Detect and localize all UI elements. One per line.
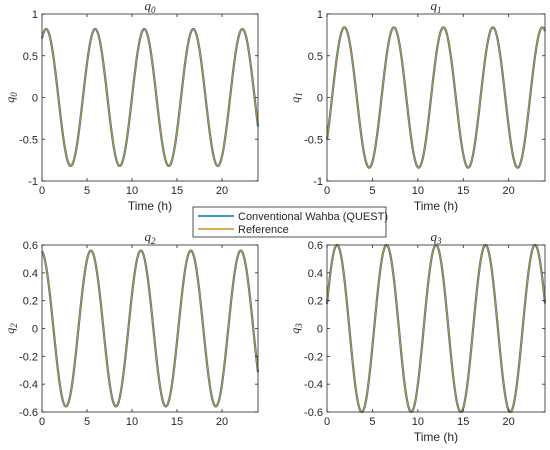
x-tick-label: 15 bbox=[457, 185, 469, 197]
y-tick-label: -0.2 bbox=[304, 351, 323, 363]
y-tick-label: -0.5 bbox=[304, 134, 323, 146]
plot-area bbox=[327, 245, 545, 412]
subplot-title: q3 bbox=[431, 229, 443, 246]
y-axis-label: q2 bbox=[3, 323, 19, 334]
subplot-title: q1 bbox=[431, 0, 442, 15]
legend-box bbox=[192, 206, 387, 238]
y-tick-label: 0 bbox=[32, 93, 38, 105]
x-axis-label: Time (h) bbox=[128, 199, 172, 213]
y-tick-label: 0.4 bbox=[308, 268, 323, 280]
y-tick-label: 0.6 bbox=[23, 240, 38, 252]
series-line-reference bbox=[41, 28, 259, 167]
y-tick-label: 0.2 bbox=[23, 296, 38, 308]
x-tick-label: 15 bbox=[171, 416, 183, 428]
y-tick-label: -0.4 bbox=[304, 379, 323, 391]
subplot-q2: 0 5 10 15 20 -0.6 -0.4 -0.2 0 0.2 0.4 0.6 q2 q2 bbox=[3, 229, 260, 428]
x-tick-label: 10 bbox=[412, 185, 424, 197]
x-tick-label: 5 bbox=[84, 185, 90, 197]
x-tick-label: 10 bbox=[126, 185, 138, 197]
subplot-q1: 0 5 10 15 20 -1 -0.5 0 0.5 1 q1 q1 Time (h) bbox=[288, 0, 547, 213]
x-tick-label: 5 bbox=[369, 416, 375, 428]
subplot-title: q2 bbox=[145, 229, 157, 246]
plot-area bbox=[42, 245, 258, 412]
x-tick-label: 15 bbox=[171, 185, 183, 197]
series-line-reference bbox=[326, 26, 546, 169]
x-tick-label: 0 bbox=[39, 185, 45, 197]
y-tick-label: 0.4 bbox=[23, 268, 38, 280]
series-line-reference bbox=[41, 249, 259, 408]
x-tick-label: 5 bbox=[84, 416, 90, 428]
x-tick-label: 5 bbox=[369, 185, 375, 197]
y-tick-label: 0.5 bbox=[23, 51, 38, 63]
x-tick-label: 20 bbox=[216, 416, 228, 428]
y-tick-label: -0.6 bbox=[19, 407, 38, 419]
x-tick-label: 0 bbox=[324, 416, 330, 428]
x-tick-label: 10 bbox=[126, 416, 138, 428]
y-axis-label: q0 bbox=[3, 92, 19, 103]
y-tick-label: 0.2 bbox=[308, 296, 323, 308]
x-tick-label: 20 bbox=[503, 416, 515, 428]
y-tick-label: -0.4 bbox=[19, 379, 38, 391]
y-tick-label: 0.5 bbox=[308, 51, 323, 63]
x-tick-label: 20 bbox=[216, 185, 228, 197]
y-tick-label: 0.6 bbox=[308, 240, 323, 252]
y-tick-label: -1 bbox=[28, 176, 38, 188]
y-axis-label: q1 bbox=[288, 92, 304, 103]
y-tick-label: 0 bbox=[317, 93, 323, 105]
subplot-q3: 0 5 10 15 20 -0.6 -0.4 -0.2 0 0.2 0.4 0.6 q3 q3 Time (… bbox=[288, 229, 547, 444]
x-tick-label: 15 bbox=[457, 416, 469, 428]
subplot-q0: 0 5 10 15 20 -1 -0.5 0 0.5 1 q0 q0 Time (h) bbox=[3, 0, 260, 213]
y-tick-label: 0 bbox=[317, 324, 323, 336]
legend: Conventional Wahba (QUEST)Reference bbox=[192, 206, 388, 238]
x-tick-label: 20 bbox=[503, 185, 515, 197]
y-tick-label: -0.2 bbox=[19, 351, 38, 363]
x-tick-label: 0 bbox=[39, 416, 45, 428]
x-tick-label: 10 bbox=[412, 416, 424, 428]
y-tick-label: -0.6 bbox=[304, 407, 323, 419]
y-tick-label: 1 bbox=[32, 9, 38, 21]
x-tick-label: 0 bbox=[324, 185, 330, 197]
legend-label: Reference bbox=[238, 224, 289, 236]
x-axis-label: Time (h) bbox=[414, 430, 458, 444]
y-tick-label: -0.5 bbox=[19, 134, 38, 146]
y-tick-label: 0 bbox=[32, 324, 38, 336]
y-axis-label: q3 bbox=[288, 323, 304, 334]
subplot-title: q0 bbox=[145, 0, 157, 15]
x-axis-label: Time (h) bbox=[414, 199, 458, 213]
y-tick-label: 1 bbox=[317, 9, 323, 21]
legend-label: Conventional Wahba (QUEST) bbox=[238, 211, 388, 223]
y-tick-label: -1 bbox=[313, 176, 323, 188]
